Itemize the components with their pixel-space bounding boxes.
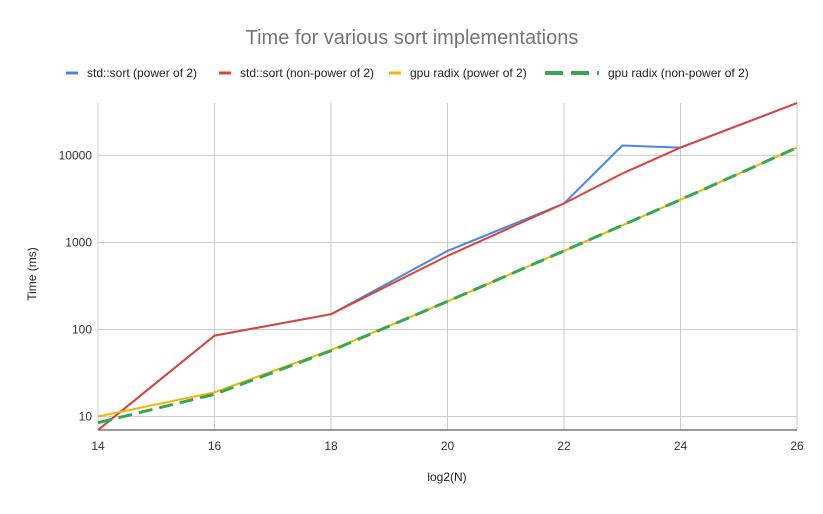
x-tick-label: 22 bbox=[557, 439, 571, 453]
x-tick-label: 16 bbox=[208, 439, 222, 453]
y-tick-label: 10 bbox=[79, 410, 93, 424]
x-tick-label: 18 bbox=[324, 439, 338, 453]
x-tick-label: 26 bbox=[790, 439, 804, 453]
x-tick-label: 14 bbox=[91, 439, 105, 453]
x-axis-ticks: 14 16 18 20 22 24 26 bbox=[91, 439, 804, 453]
series-layer bbox=[97, 102, 798, 431]
y-tick-label: 10000 bbox=[59, 148, 93, 162]
y-tick-label: 100 bbox=[72, 322, 92, 336]
x-tick-label: 20 bbox=[441, 439, 455, 453]
series-line-1 bbox=[97, 102, 798, 431]
gridlines bbox=[97, 103, 798, 431]
legend-label-3: gpu radix (non-power of 2) bbox=[608, 66, 749, 80]
y-axis-ticks: 10 100 1000 10000 bbox=[59, 148, 93, 423]
chart-title: Time for various sort implementations bbox=[246, 27, 579, 49]
legend-label-2: gpu radix (power of 2) bbox=[410, 66, 527, 80]
legend-label-1: std::sort (non-power of 2) bbox=[240, 66, 374, 80]
y-axis-title: Time (ms) bbox=[25, 247, 39, 301]
x-tick-label: 24 bbox=[674, 439, 688, 453]
x-axis-title: log2(N) bbox=[427, 470, 466, 484]
series-line-3 bbox=[97, 146, 798, 425]
y-tick-label: 1000 bbox=[65, 235, 92, 249]
legend-label-0: std::sort (power of 2) bbox=[87, 66, 197, 80]
legend: std::sort (power of 2) std::sort (non-pow… bbox=[66, 66, 749, 80]
